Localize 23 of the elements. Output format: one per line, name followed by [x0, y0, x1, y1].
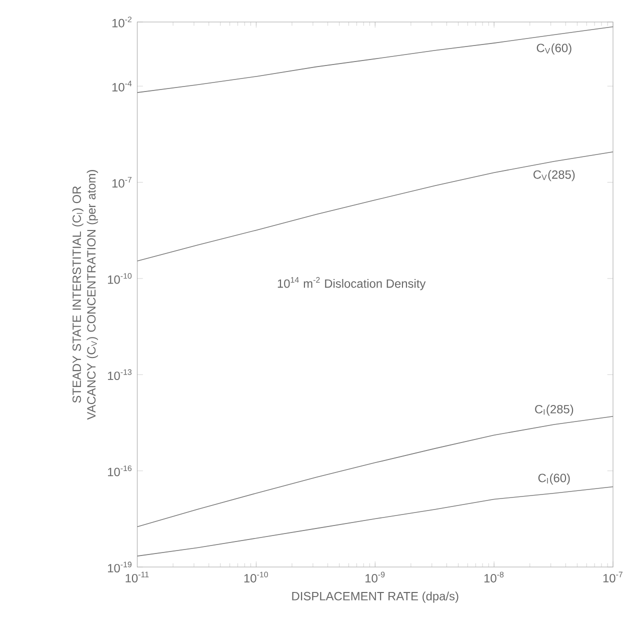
x-axis-title: DISPLACEMENT RATE (dpa/s) — [292, 592, 458, 603]
series-label: C$_{V}$(60) — [536, 43, 572, 55]
x-tick-label: 10$^{-9}$ — [366, 572, 385, 582]
x-tick-label: 10$^{-7}$ — [603, 572, 622, 582]
y-tick-label: 10$^{-10}$ — [108, 273, 132, 284]
y-tick-label: 10$^{-13}$ — [108, 369, 132, 380]
line-series — [137, 151, 614, 262]
x-tick-label: 10$^{-10}$ — [244, 572, 268, 582]
series-label: C$_{I}$(285) — [535, 404, 574, 416]
line-series — [137, 416, 614, 528]
y-tick-label: 10$^{-2}$ — [112, 16, 132, 28]
y-tick-label: 10$^{-16}$ — [108, 465, 132, 476]
annotation: 10$^{14}$ m$^{-2}$ Dislocation Density — [278, 277, 426, 290]
line-series — [137, 26, 614, 93]
y-tick-label: 10$^{-7}$ — [112, 176, 132, 188]
text: STEADY STATE INTERSTITIAL (C$_{I}$) OR VACANCY (C$_{V}$) CONCENTRATION (per atom) — [72, 170, 98, 420]
x-tick-label: 10$^{-8}$ — [484, 572, 504, 582]
y-tick-label: 10$^{-19}$ — [108, 562, 132, 572]
series-label: C$_{V}$(285) — [534, 170, 575, 182]
series-label: C$_{I}$(60) — [538, 473, 570, 485]
y-tick-label: 10$^{-4}$ — [112, 80, 132, 92]
x-tick-label: 10$^{-11}$ — [126, 572, 149, 582]
line-series — [137, 486, 614, 556]
